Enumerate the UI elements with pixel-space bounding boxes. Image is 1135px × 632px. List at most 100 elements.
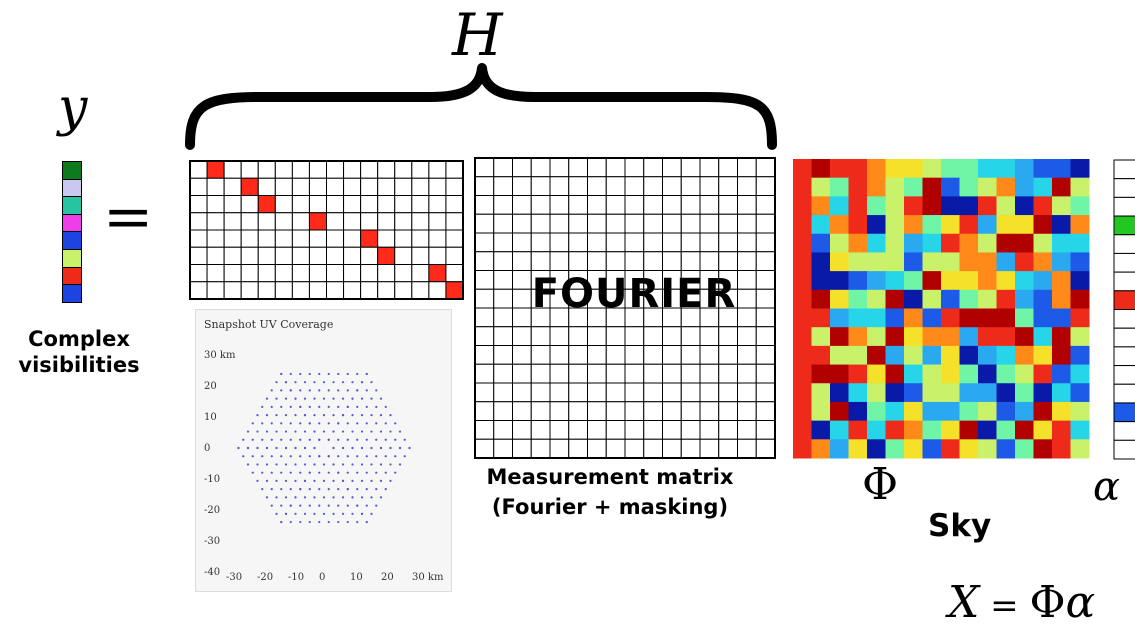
fourier-cell <box>568 438 588 459</box>
fourier-cell <box>493 251 513 271</box>
uv-point <box>351 381 354 384</box>
fourier-cell <box>680 251 701 271</box>
phi-cell <box>811 159 831 179</box>
uv-point <box>384 471 387 474</box>
phi-cell <box>941 159 960 179</box>
uv-point <box>289 455 292 458</box>
phi-cell <box>848 289 868 309</box>
uv-point <box>284 397 288 400</box>
phi-cell <box>793 252 812 272</box>
uv-point <box>318 438 321 441</box>
fourier-cell <box>587 382 607 403</box>
phi-cell <box>904 233 923 253</box>
fourier-cell <box>737 382 757 403</box>
fourier-cell <box>474 401 495 421</box>
phi-cell <box>959 327 979 347</box>
uv-point <box>294 446 297 450</box>
fourier-cell <box>530 232 551 253</box>
uv-point <box>332 413 335 417</box>
uv-point <box>284 479 288 483</box>
phi-cell <box>1015 364 1034 384</box>
uv-point <box>284 512 288 515</box>
phi-cell <box>867 215 886 235</box>
uv-point <box>270 405 273 408</box>
fourier-cell <box>605 213 626 234</box>
phi-cell <box>1033 364 1053 384</box>
mask-cell <box>257 177 276 196</box>
fourier-cell <box>493 176 513 196</box>
phi-matrix <box>793 159 1090 459</box>
uv-point <box>270 471 273 474</box>
uv-point <box>360 430 364 433</box>
fourier-cell <box>549 438 570 459</box>
uv-point <box>289 422 292 425</box>
uv-point <box>313 413 316 417</box>
uv-point <box>265 397 269 400</box>
phi-cell <box>1052 271 1071 291</box>
fourier-cell <box>549 195 570 215</box>
phi-cell <box>848 364 868 384</box>
uv-point <box>379 397 383 400</box>
fourier-cell <box>587 345 607 365</box>
mask-cell <box>326 177 345 196</box>
uv-point <box>303 479 307 483</box>
uv-point <box>394 438 397 441</box>
uv-point <box>318 488 321 491</box>
mask-cell <box>274 246 293 265</box>
mask-cell <box>240 160 259 179</box>
uv-point <box>308 455 311 458</box>
phi-cell <box>959 196 979 216</box>
mask-cell <box>343 246 362 265</box>
uv-point <box>379 413 383 417</box>
phi-cell <box>1033 383 1053 403</box>
uv-point <box>237 446 240 450</box>
uv-point <box>303 446 307 450</box>
phi-cell <box>830 196 849 216</box>
fourier-cell <box>643 363 663 384</box>
uv-point <box>284 430 288 433</box>
phi-cell <box>941 364 960 384</box>
fourier-cell <box>549 326 570 346</box>
uv-point <box>327 389 330 392</box>
phi-cell <box>1070 159 1090 179</box>
fourier-cell <box>643 251 663 271</box>
phi-cell <box>848 233 868 253</box>
fourier-cell <box>699 195 720 215</box>
phi-cell <box>811 271 831 291</box>
uv-point <box>337 422 340 425</box>
phi-cell <box>922 345 942 366</box>
uv-point <box>299 471 302 474</box>
uv-y-tick: -30 <box>204 536 221 547</box>
phi-cell <box>941 215 960 235</box>
uv-x-tick: 20 <box>381 572 394 583</box>
mask-selected-cell <box>240 177 259 196</box>
fourier-cell <box>530 363 551 384</box>
fourier-cell <box>512 345 532 365</box>
mask-cell <box>445 212 464 231</box>
mask-cell <box>326 195 345 214</box>
phi-cell <box>1070 401 1090 422</box>
fourier-cell <box>699 251 720 271</box>
phi-cell <box>904 383 923 403</box>
phi-cell <box>978 308 997 328</box>
fourier-cell <box>737 251 757 271</box>
mask-cell <box>360 177 379 196</box>
uv-point <box>332 479 335 483</box>
uv-point <box>346 455 349 458</box>
fourier-cell <box>680 326 701 346</box>
mask-cell <box>360 246 379 265</box>
alpha-cell <box>1113 309 1135 329</box>
uv-x-tick: 0 <box>319 572 326 583</box>
fourier-cell <box>549 420 570 440</box>
phi-cell <box>978 215 997 235</box>
fourier-cell <box>624 363 645 384</box>
mask-cell <box>206 177 225 196</box>
fourier-cell <box>718 363 738 384</box>
phi-cell <box>996 383 1016 403</box>
phi-cell <box>1052 345 1071 366</box>
phi-cell <box>811 401 831 422</box>
phi-cell <box>904 364 923 384</box>
phi-cell <box>885 345 905 366</box>
phi-cell <box>885 196 905 216</box>
